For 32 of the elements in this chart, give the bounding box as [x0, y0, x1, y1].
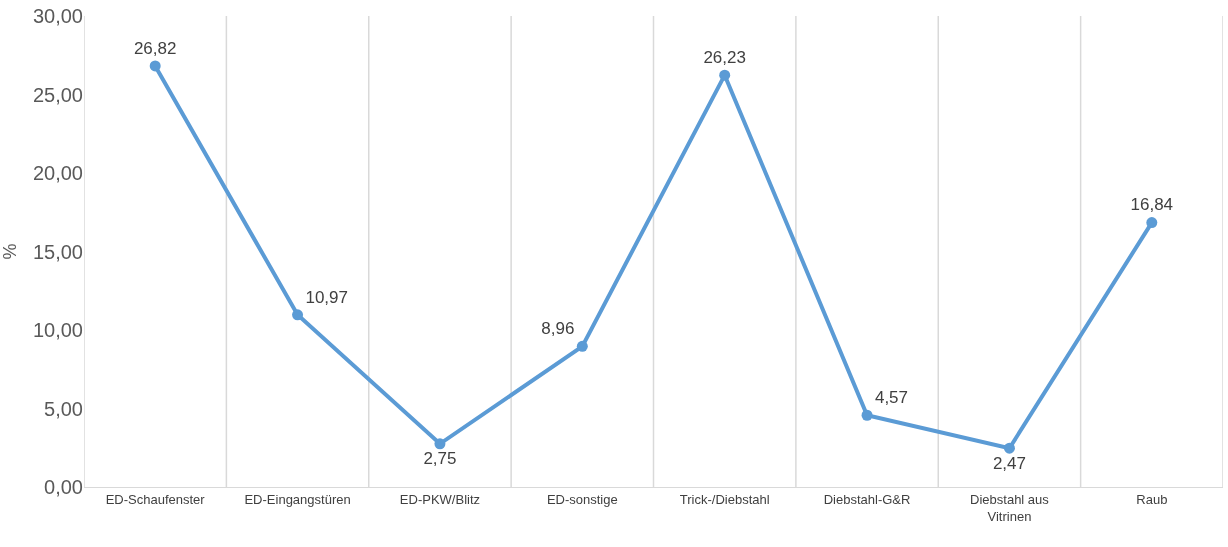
x-tick-label: ED-Eingangstüren [244, 491, 351, 507]
data-label: 10,97 [305, 287, 348, 307]
point [719, 69, 731, 81]
x-tick-label: Diebstahl-G&R [823, 491, 911, 507]
x-tick-label: Diebstahl aus Vitrinen [970, 491, 1050, 524]
y-tick-label: 0,00 [44, 476, 83, 498]
data-label: 26,82 [133, 38, 177, 58]
data-label: 2,75 [423, 449, 457, 469]
point [149, 60, 161, 72]
point [576, 340, 588, 352]
y-tick-label: 15,00 [32, 240, 83, 263]
data-label: 26,23 [703, 48, 746, 68]
x-tick-label: Trick-/Diebstahl [679, 491, 770, 507]
x-tick-label: ED-Schaufenster [105, 491, 206, 507]
y-tick-label: 10,00 [32, 319, 83, 341]
x-tick-label: Raub [1136, 491, 1168, 507]
x-tick-label: ED-PKW/Blitz [399, 491, 481, 507]
y-axis-title: % [0, 243, 20, 260]
point [1003, 442, 1015, 454]
y-tick-label: 30,00 [32, 5, 83, 27]
data-label: 8,96 [541, 319, 575, 339]
y-tick-label: 5,00 [44, 397, 83, 420]
point [434, 438, 446, 450]
x-tick-label: ED-sonstige [546, 491, 618, 507]
y-tick-label: 25,00 [32, 83, 83, 106]
point [292, 309, 304, 321]
data-label: 2,47 [992, 453, 1026, 473]
point [1146, 217, 1158, 229]
data-label: 4,57 [874, 388, 909, 408]
point [861, 409, 873, 421]
y-tick-label: 20,00 [32, 162, 83, 184]
data-label: 16,84 [1130, 195, 1174, 215]
